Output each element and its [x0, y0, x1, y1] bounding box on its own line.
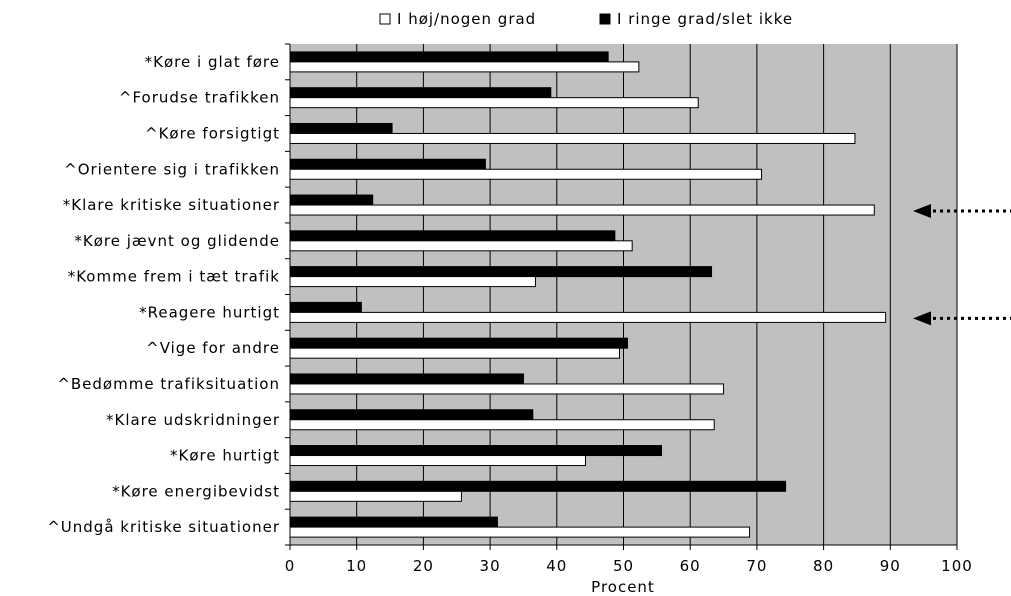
bar-low — [289, 230, 616, 242]
legend: I høj/nogen grad I ringe grad/slet ikke — [379, 10, 793, 28]
category-label: *Køre hurtigt — [170, 447, 280, 465]
bar-low — [289, 480, 787, 492]
bar-high — [289, 490, 462, 502]
bar-low — [289, 445, 663, 457]
legend-swatch-high — [379, 13, 391, 25]
category-label: *Reagere hurtigt — [139, 303, 280, 321]
annotation-arrow-head — [913, 204, 931, 219]
bar-high — [289, 97, 699, 109]
legend-swatch-low — [599, 13, 611, 25]
bar-high — [289, 419, 715, 431]
legend-label-high: I høj/nogen grad — [397, 10, 536, 28]
bar-low — [289, 301, 362, 313]
x-axis-title: Procent — [591, 578, 655, 596]
bar-high — [289, 347, 620, 359]
category-label: *Klare udskridninger — [106, 411, 280, 429]
x-tick-label: 40 — [546, 557, 567, 575]
bar-low — [289, 266, 713, 278]
bar-high — [289, 132, 856, 144]
x-tick-label: 50 — [613, 557, 634, 575]
bar-low — [289, 337, 629, 349]
bar-low — [289, 122, 393, 134]
category-label: ^Køre forsigtigt — [145, 124, 280, 142]
category-label: *Køre energibevidst — [112, 482, 280, 500]
x-tick-label: 70 — [746, 557, 767, 575]
category-label: *Køre i glat føre — [145, 53, 280, 71]
bar-low — [289, 51, 609, 63]
legend-label-low: I ringe grad/slet ikke — [617, 10, 793, 28]
annotation-arrow-head — [913, 311, 931, 326]
bar-high — [289, 61, 640, 73]
x-tick-label: 80 — [813, 557, 834, 575]
bar-high — [289, 204, 875, 216]
bar-high — [289, 276, 536, 288]
x-tick-label: 30 — [480, 557, 501, 575]
bar-low — [289, 409, 534, 421]
category-label: ^Orientere sig i trafikken — [64, 160, 280, 178]
bar-low — [289, 194, 374, 206]
x-tick-label: 90 — [880, 557, 901, 575]
category-label: *Komme frem i tæt trafik — [68, 268, 280, 286]
category-label: ^Forudse trafikken — [119, 89, 280, 107]
category-label: *Klare kritiske situationer — [63, 196, 280, 214]
x-tick-label: 10 — [346, 557, 367, 575]
bar-low — [289, 158, 486, 170]
category-label: *Køre jævnt og glidende — [74, 232, 280, 250]
category-label: ^Bedømme trafiksituation — [57, 375, 280, 393]
x-tick-label: 60 — [680, 557, 701, 575]
bar-low — [289, 516, 498, 528]
bar-high — [289, 311, 887, 323]
bar-low — [289, 373, 524, 385]
bar-low — [289, 87, 552, 99]
plot-area: *Køre i glat føre ^Forudse trafikken ^Køre… — [47, 43, 1011, 575]
bar-high — [289, 240, 633, 252]
bar-high — [289, 383, 725, 395]
bar-high — [289, 168, 763, 180]
bar-high — [289, 526, 751, 538]
category-label: ^Undgå kritiske situationer — [47, 518, 280, 536]
bar-high — [289, 455, 586, 467]
x-tick-label: 100 — [941, 557, 973, 575]
category-label: ^Vige for andre — [146, 339, 280, 357]
x-tick-label: 20 — [413, 557, 434, 575]
x-tick-label: 0 — [285, 557, 296, 575]
